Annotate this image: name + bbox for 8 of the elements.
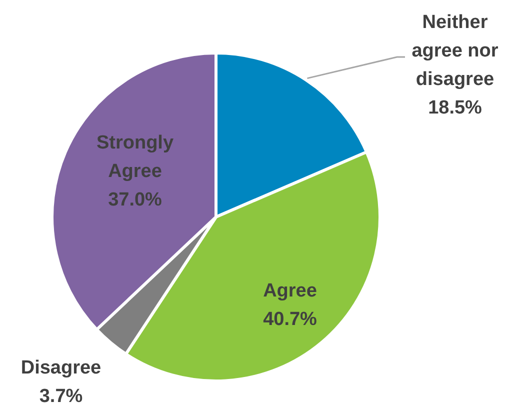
slice-label: Disagree [20,358,102,379]
data-label: 3.7% [39,386,83,406]
data-label: 18.5% [428,98,482,119]
slice-label: Strongly Agree [96,132,174,182]
data-label: 40.7% [263,309,318,330]
slice-label: Agree [263,280,317,302]
data-label: 37.0% [108,189,162,210]
slice-label: Neither agree nor disagree [412,12,499,90]
